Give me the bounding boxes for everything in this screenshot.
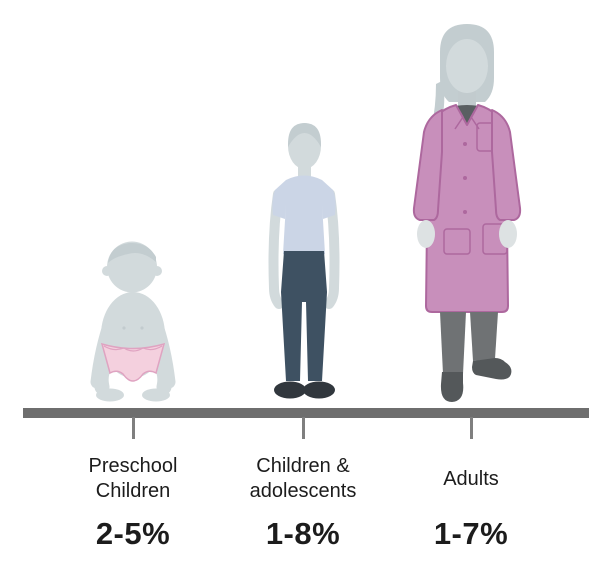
label-line: Children & — [256, 455, 350, 477]
teen-jeans — [281, 251, 327, 381]
adult-face — [446, 39, 488, 93]
value-children-adolescents: 1-8% — [265, 516, 341, 551]
label-line: Preschool — [88, 455, 178, 477]
value-adults: 1-7% — [433, 516, 509, 551]
adult-left-shoe — [440, 372, 464, 402]
tick-mark-adults — [470, 417, 473, 439]
adolescent-figure — [268, 123, 340, 399]
baby-left-foot — [96, 388, 124, 402]
tick-mark-preschool — [132, 417, 135, 439]
baby-hair — [108, 242, 156, 263]
group-label-adults: Adults — [381, 450, 561, 508]
baby-body — [90, 241, 176, 402]
teen-right-arm — [324, 189, 340, 309]
adult-left-pocket — [443, 228, 471, 255]
adult-right-pant-leg — [470, 312, 498, 361]
teen-tshirt — [272, 175, 336, 258]
teen-left-arm — [268, 189, 284, 309]
adult-right-sleeve — [491, 109, 522, 221]
adult-coat-button — [463, 210, 467, 214]
teen-body — [268, 123, 340, 399]
teen-hair — [288, 123, 321, 147]
baby-diaper — [100, 342, 166, 382]
ground-baseline-bar — [23, 408, 589, 418]
label-line: Adults — [443, 467, 499, 490]
label-line: Children — [95, 480, 171, 502]
adult-figure — [412, 24, 522, 402]
adult-left-sleeve — [412, 109, 443, 221]
adult-body — [412, 24, 522, 402]
adult-coat-button — [463, 176, 467, 180]
tick-mark-children — [302, 417, 305, 439]
preschool-child-figure — [90, 241, 176, 402]
teen-right-shoe — [303, 381, 335, 399]
adult-left-hand — [417, 220, 435, 248]
adult-right-hand — [499, 220, 517, 248]
baby-right-foot — [142, 388, 170, 402]
adult-coat-button — [463, 142, 467, 146]
teen-left-shoe — [274, 381, 306, 399]
group-label-preschool-children: Preschool Children — [43, 450, 223, 508]
group-label-children-adolescents: Children & adolescents — [213, 450, 393, 508]
adult-right-shoe — [472, 358, 512, 380]
adult-left-pant-leg — [440, 312, 466, 374]
value-preschool-children: 2-5% — [95, 516, 171, 551]
label-line: adolescents — [249, 480, 357, 502]
adult-left-lapel — [454, 104, 464, 130]
